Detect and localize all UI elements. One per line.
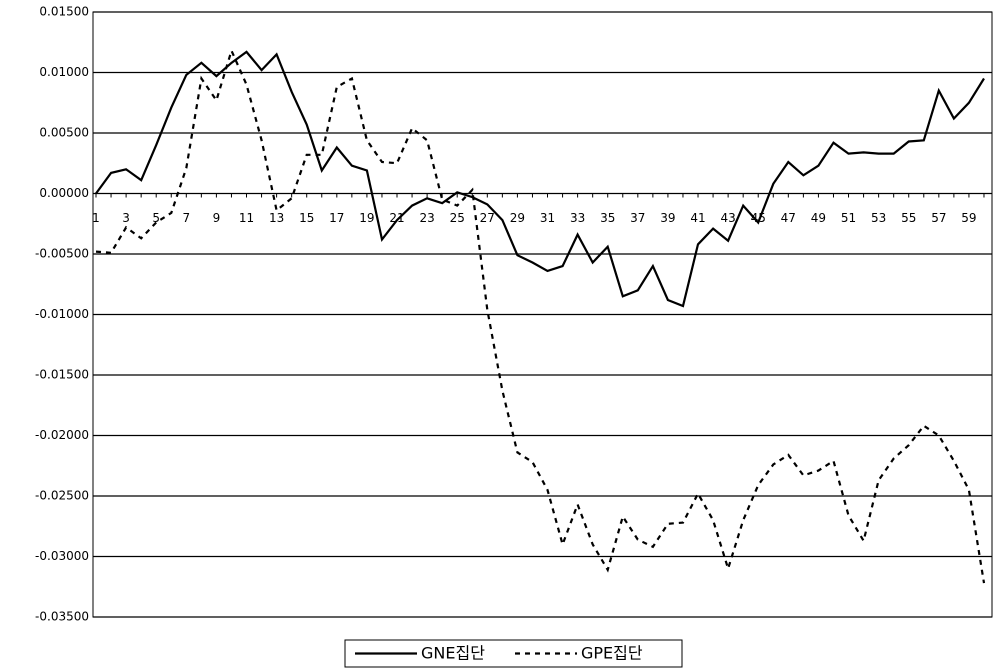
x-tick-label: 15 bbox=[299, 211, 314, 225]
x-tick-label: 27 bbox=[480, 211, 495, 225]
y-tick-label: 0.01500 bbox=[39, 5, 89, 19]
y-tick-label: 0.00500 bbox=[39, 126, 89, 140]
y-tick-label: -0.01500 bbox=[35, 368, 89, 382]
x-tick-label: 37 bbox=[630, 211, 645, 225]
x-tick-label: 41 bbox=[690, 211, 705, 225]
x-tick-label: 5 bbox=[152, 211, 160, 225]
x-tick-label: 1 bbox=[92, 211, 100, 225]
x-tick-label: 9 bbox=[213, 211, 221, 225]
x-tick-label: 55 bbox=[901, 211, 916, 225]
x-tick-label: 11 bbox=[239, 211, 254, 225]
legend-label: GNE집단 bbox=[421, 644, 485, 663]
x-tick-label: 31 bbox=[540, 211, 555, 225]
x-tick-label: 59 bbox=[961, 211, 976, 225]
y-tick-label: 0.00000 bbox=[39, 186, 89, 200]
x-tick-label: 29 bbox=[510, 211, 525, 225]
x-tick-label: 43 bbox=[720, 211, 735, 225]
x-tick-label: 33 bbox=[570, 211, 585, 225]
y-tick-label: 0.01000 bbox=[39, 65, 89, 79]
legend-label: GPE집단 bbox=[581, 644, 643, 663]
series-line bbox=[95, 47, 986, 584]
x-tick-label: 25 bbox=[450, 211, 465, 225]
x-tick-label: 13 bbox=[269, 211, 284, 225]
x-tick-label: 7 bbox=[182, 211, 190, 225]
x-tick-label: 21 bbox=[389, 211, 404, 225]
x-tick-label: 3 bbox=[122, 211, 130, 225]
x-tick-label: 19 bbox=[359, 211, 374, 225]
series-line bbox=[95, 50, 985, 308]
y-tick-label: -0.01000 bbox=[35, 307, 89, 321]
y-tick-label: -0.03500 bbox=[35, 610, 89, 624]
x-tick-label: 23 bbox=[419, 211, 434, 225]
y-tick-label: -0.00500 bbox=[35, 247, 89, 261]
x-tick-label: 17 bbox=[329, 211, 344, 225]
y-tick-label: -0.02500 bbox=[35, 489, 89, 503]
y-tick-label: -0.03000 bbox=[35, 549, 89, 563]
y-tick-label: -0.02000 bbox=[35, 428, 89, 442]
x-tick-label: 49 bbox=[811, 211, 826, 225]
x-tick-label: 51 bbox=[841, 211, 856, 225]
x-tick-label: 57 bbox=[931, 211, 946, 225]
x-tick-label: 47 bbox=[781, 211, 796, 225]
x-tick-label: 39 bbox=[660, 211, 675, 225]
x-tick-label: 35 bbox=[600, 211, 615, 225]
x-tick-label: 53 bbox=[871, 211, 886, 225]
